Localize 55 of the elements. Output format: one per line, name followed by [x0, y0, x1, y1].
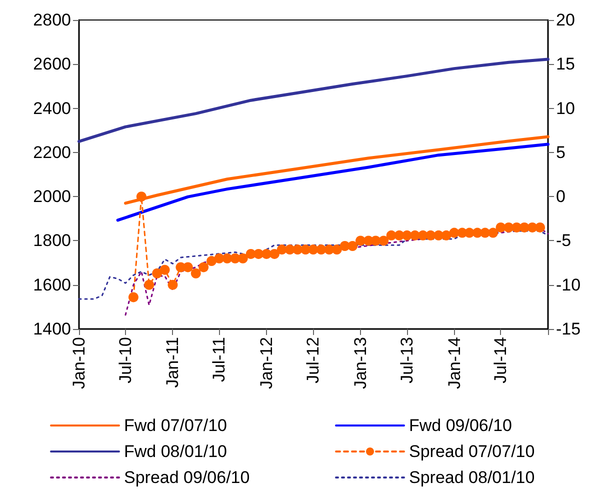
point — [488, 228, 498, 238]
point — [168, 280, 178, 290]
point — [441, 230, 452, 240]
y2-tick-label: -10 — [556, 275, 581, 294]
x-tick-label: Jan-12 — [256, 337, 276, 389]
line-series — [78, 58, 550, 143]
point — [128, 292, 138, 302]
x-tick-label: Jul-14 — [491, 337, 510, 384]
y-tick-label: 1600 — [33, 275, 71, 294]
legend-label: Fwd 09/06/10 — [409, 416, 512, 435]
y2-tick-label: 0 — [556, 187, 566, 206]
point — [198, 262, 209, 272]
point — [332, 244, 342, 255]
legend-label: Fwd 07/07/10 — [124, 416, 228, 435]
y2-tick-label: -5 — [556, 231, 572, 250]
y-tick-label: 2800 — [33, 10, 71, 30]
point — [144, 280, 154, 290]
point — [190, 268, 201, 278]
legend-label: Spread 08/01/10 — [409, 468, 535, 487]
y2-tick-label: 10 — [556, 98, 575, 118]
point — [206, 256, 217, 266]
point — [182, 262, 193, 272]
point — [160, 264, 170, 275]
y-tick-label: 2200 — [33, 142, 71, 162]
y-tick-label: 1800 — [33, 231, 71, 250]
point — [152, 268, 162, 278]
y-tick-label: 1400 — [33, 320, 71, 338]
y2-tick-label: 15 — [556, 54, 575, 74]
line-series — [124, 135, 550, 205]
line-series — [116, 142, 550, 222]
point — [238, 253, 248, 264]
x-tick-label: Jul-12 — [304, 337, 323, 384]
point — [316, 244, 326, 255]
y2-tick-label: 5 — [556, 142, 566, 162]
y2-tick-label: 20 — [556, 10, 575, 30]
point — [269, 248, 280, 259]
y2-tick-label: -15 — [556, 320, 581, 338]
point — [535, 222, 546, 232]
legend-label: Fwd 08/01/10 — [124, 442, 228, 461]
point — [426, 230, 436, 240]
x-tick-label: Jan-10 — [70, 337, 88, 389]
legend-label: Spread 09/06/10 — [124, 468, 250, 487]
x-tick-label: Jan-11 — [163, 337, 182, 388]
x-tick-label: Jan-14 — [444, 337, 464, 389]
x-tick-label: Jan-13 — [351, 337, 370, 389]
point — [378, 236, 389, 246]
y-tick-label: 2600 — [33, 54, 71, 74]
point — [136, 192, 146, 202]
x-tick-label: Jul-10 — [116, 337, 135, 384]
x-tick-label: Jul-11 — [210, 337, 229, 382]
y-tick-label: 2400 — [33, 98, 71, 118]
point — [348, 241, 358, 252]
legend-label: Spread 07/07/10 — [409, 442, 535, 461]
y-tick-label: 2000 — [33, 187, 71, 206]
x-tick-label: Jul-13 — [397, 337, 416, 384]
